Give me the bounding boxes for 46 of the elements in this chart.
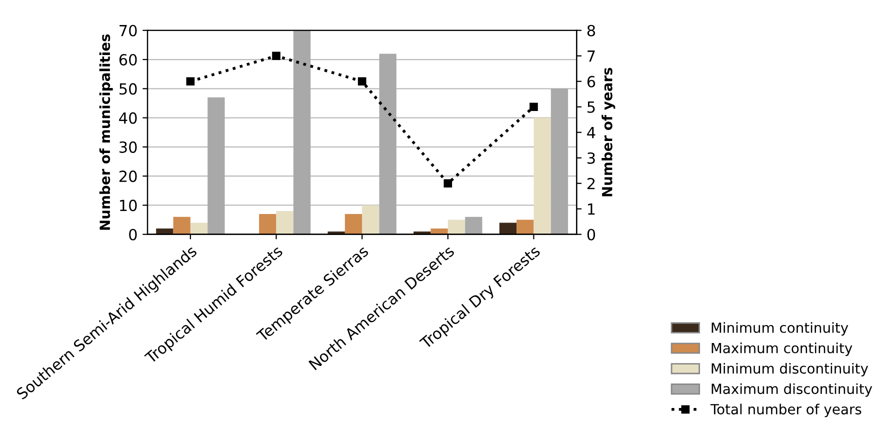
y-tick-label: 0 (129, 228, 137, 240)
bar (379, 54, 396, 234)
bar (550, 88, 568, 234)
bar (516, 220, 534, 234)
bar (293, 30, 311, 234)
bar (173, 216, 190, 234)
y2-tick-label: 1 (588, 204, 595, 215)
bar (190, 222, 208, 234)
bar (465, 216, 482, 234)
bar (430, 228, 448, 234)
y2-tick-label: 3 (588, 152, 595, 164)
y2-axis-title: Number of years (602, 68, 616, 196)
point (272, 52, 280, 60)
bar (156, 228, 174, 234)
y-tick-label: 10 (120, 200, 137, 212)
legend-label: Maximum discontinuity (712, 383, 872, 397)
y-tick-label: 30 (120, 141, 137, 153)
bar (259, 214, 276, 234)
point (444, 179, 452, 188)
y2-tick-label: 4 (587, 127, 596, 138)
bar (534, 118, 551, 234)
y-tick-label: 20 (119, 170, 137, 182)
y2-tick-label: 7 (588, 50, 595, 62)
legend-label: Maximum continuity (712, 342, 852, 356)
bar (362, 205, 380, 234)
bar (208, 97, 225, 234)
y-tick-label: 40 (119, 112, 137, 124)
bar (276, 211, 294, 234)
legend-label: Minimum continuity (712, 322, 848, 336)
y-tick-label: 70 (120, 24, 137, 36)
bar (344, 214, 362, 234)
point (186, 77, 195, 86)
y2-tick-label: 8 (587, 24, 596, 36)
y-tick-label: 60 (119, 54, 137, 66)
bar (448, 220, 466, 234)
y2-tick-label: 6 (587, 76, 596, 88)
y2-tick-label: 5 (588, 102, 595, 113)
legend-label: Total number of years (710, 404, 862, 418)
point (530, 102, 538, 112)
y2-tick-label: 0 (587, 228, 596, 240)
y-tick-label: 50 (120, 83, 137, 95)
y2-tick-label: 2 (587, 178, 595, 190)
y-axis-title: Number of municipalities (99, 34, 113, 230)
point (358, 77, 366, 86)
legend-label: Minimum discontinuity (712, 362, 868, 376)
bar (499, 222, 517, 234)
